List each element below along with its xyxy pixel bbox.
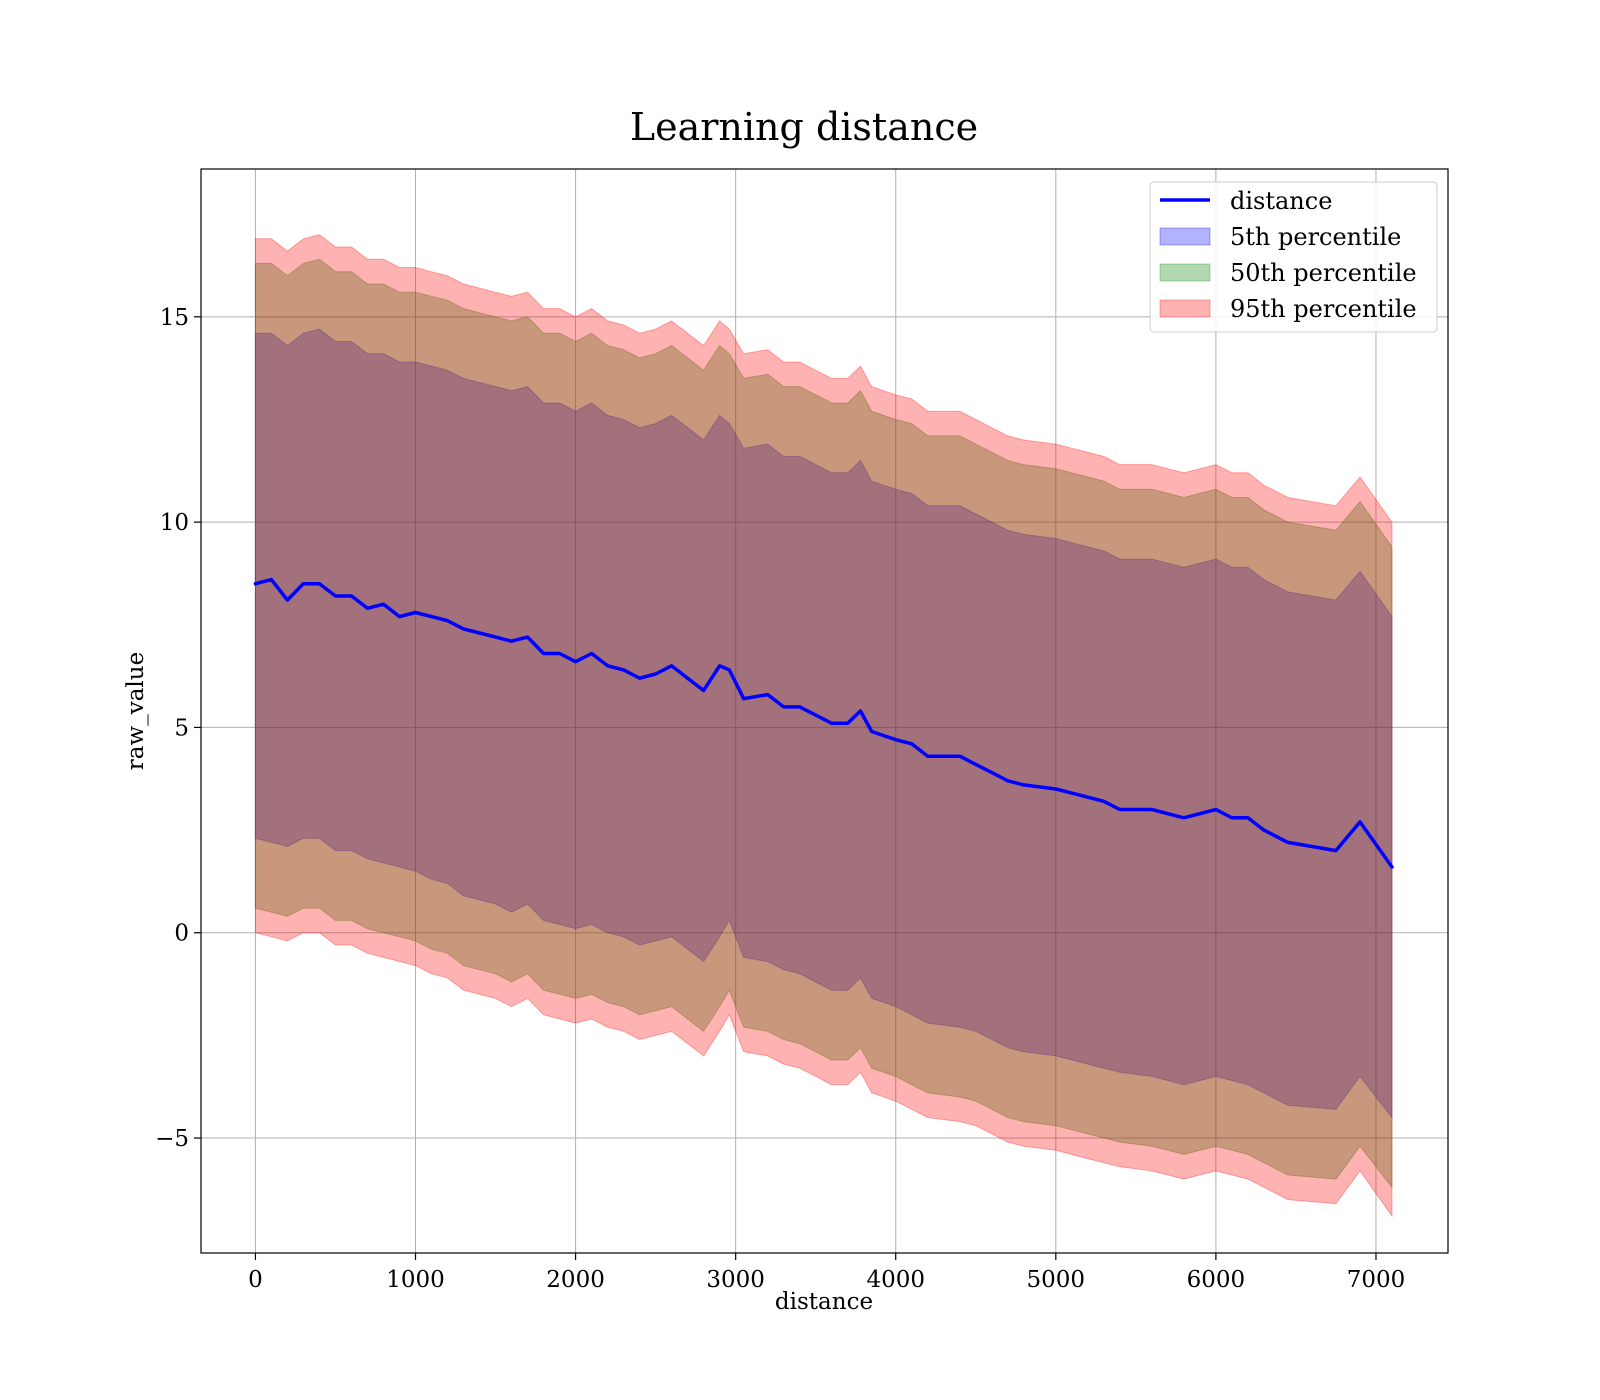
y-tick-label: 10 (160, 510, 189, 536)
x-tick-label: 0 (248, 1267, 263, 1293)
x-axis-label: distance (775, 1289, 873, 1315)
y-tick-label: 15 (160, 305, 189, 331)
x-axis-ticks: 0 1000 2000 3000 4000 5000 6000 7000 (248, 1253, 1405, 1293)
percentile-bands (254, 234, 1393, 1218)
x-tick-label: 6000 (1187, 1267, 1246, 1293)
legend-box (1149, 181, 1438, 333)
legend-swatch-5th (1159, 227, 1211, 246)
plot-frame (200, 168, 1449, 1254)
legend-swatch-50th (1159, 263, 1211, 282)
x-tick-label: 2000 (546, 1267, 605, 1293)
distance-line-layer (253, 577, 1394, 869)
legend-label-5th: 5th percentile (1230, 223, 1401, 251)
legend-label-50th: 50th percentile (1230, 259, 1417, 287)
x-tick-label: 7000 (1347, 1267, 1406, 1293)
band-50th-percentile (254, 258, 1393, 1189)
band-5th-percentile (254, 328, 1393, 1119)
x-tick-label: 4000 (866, 1267, 925, 1293)
chart-title: Learning distance (630, 105, 978, 149)
distance-line (253, 577, 1394, 869)
band-95th-percentile (254, 234, 1393, 1218)
legend: distance 5th percentile 50th percentile … (1149, 181, 1438, 333)
legend-label-distance: distance (1230, 187, 1332, 215)
x-tick-label: 5000 (1027, 1267, 1086, 1293)
y-tick-label: 0 (174, 921, 189, 947)
y-axis-label: raw_value (123, 652, 149, 770)
x-tick-label: 1000 (386, 1267, 445, 1293)
y-tick-label: −5 (155, 1126, 189, 1152)
legend-swatch-95th (1159, 299, 1211, 318)
y-axis-ticks: −5 0 5 10 15 (155, 305, 201, 1152)
x-tick-label: 3000 (706, 1267, 765, 1293)
y-tick-label: 5 (174, 715, 189, 741)
legend-label-95th: 95th percentile (1230, 295, 1417, 323)
